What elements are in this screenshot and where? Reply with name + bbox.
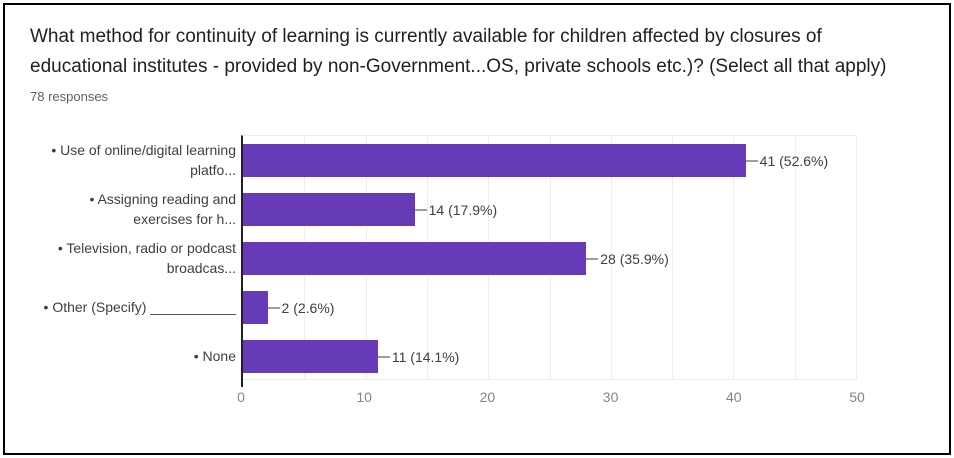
gridline <box>610 136 612 379</box>
x-axis-tick: 30 <box>602 389 619 405</box>
x-axis-tick: 10 <box>356 389 372 405</box>
value-label: 2 (2.6%) <box>281 299 335 316</box>
value-label: 11 (14.1%) <box>391 348 460 365</box>
question-title: What method for continuity of learning i… <box>30 22 886 82</box>
bar-row: 2 (2.6%) <box>243 283 856 332</box>
category-label: • Assigning reading and exercises for h..… <box>89 190 236 227</box>
response-count: 78 responses <box>30 89 109 104</box>
value-label: 14 (17.9%) <box>428 201 498 218</box>
gridline <box>794 136 796 379</box>
bar <box>243 340 378 373</box>
plot-area: 41 (52.6%) 14 (17.9%) 28 (35.9%) 2 (2.6%) 11… <box>241 135 857 380</box>
x-axis-tick: 40 <box>726 389 742 405</box>
label-connector <box>586 257 599 260</box>
category-label: • Use of online/digital learning platfo..… <box>51 141 236 178</box>
question-title-line1: What method for continuity of learning i… <box>30 26 822 47</box>
category-label: • Other (Specify) ___________ <box>43 298 236 315</box>
x-axis-tick: 0 <box>237 389 245 405</box>
label-connector <box>745 159 758 162</box>
bar-row: 28 (35.9%) <box>243 234 856 283</box>
bar <box>243 193 415 226</box>
gridline <box>672 136 674 379</box>
value-label: 41 (52.6%) <box>759 152 829 169</box>
gridline <box>856 136 857 379</box>
bar-row: 41 (52.6%) <box>243 136 856 185</box>
value-label: 28 (35.9%) <box>600 250 669 267</box>
bar <box>243 242 587 275</box>
chart-card: What method for continuity of learning i… <box>3 3 951 455</box>
category-labels: • Use of online/digital learning platfo..… <box>31 135 236 380</box>
bar <box>243 291 268 324</box>
label-connector <box>377 355 390 358</box>
gridline <box>733 136 735 379</box>
category-label: • Television, radio or podcast broadcas..… <box>57 239 236 276</box>
category-label: • None <box>193 347 236 364</box>
x-axis-tick: 50 <box>849 389 865 405</box>
x-axis-ticks: 0 10 20 30 40 50 <box>237 389 865 409</box>
label-connector <box>267 306 280 309</box>
question-title-line2: educational institutes - provided by non… <box>30 56 887 77</box>
label-connector <box>414 208 427 211</box>
bar <box>243 144 746 177</box>
x-axis-tick: 20 <box>479 389 496 405</box>
bar-row: 11 (14.1%) <box>243 332 856 381</box>
zero-tick-mark <box>241 379 243 387</box>
bar-row: 14 (17.9%) <box>243 185 856 234</box>
